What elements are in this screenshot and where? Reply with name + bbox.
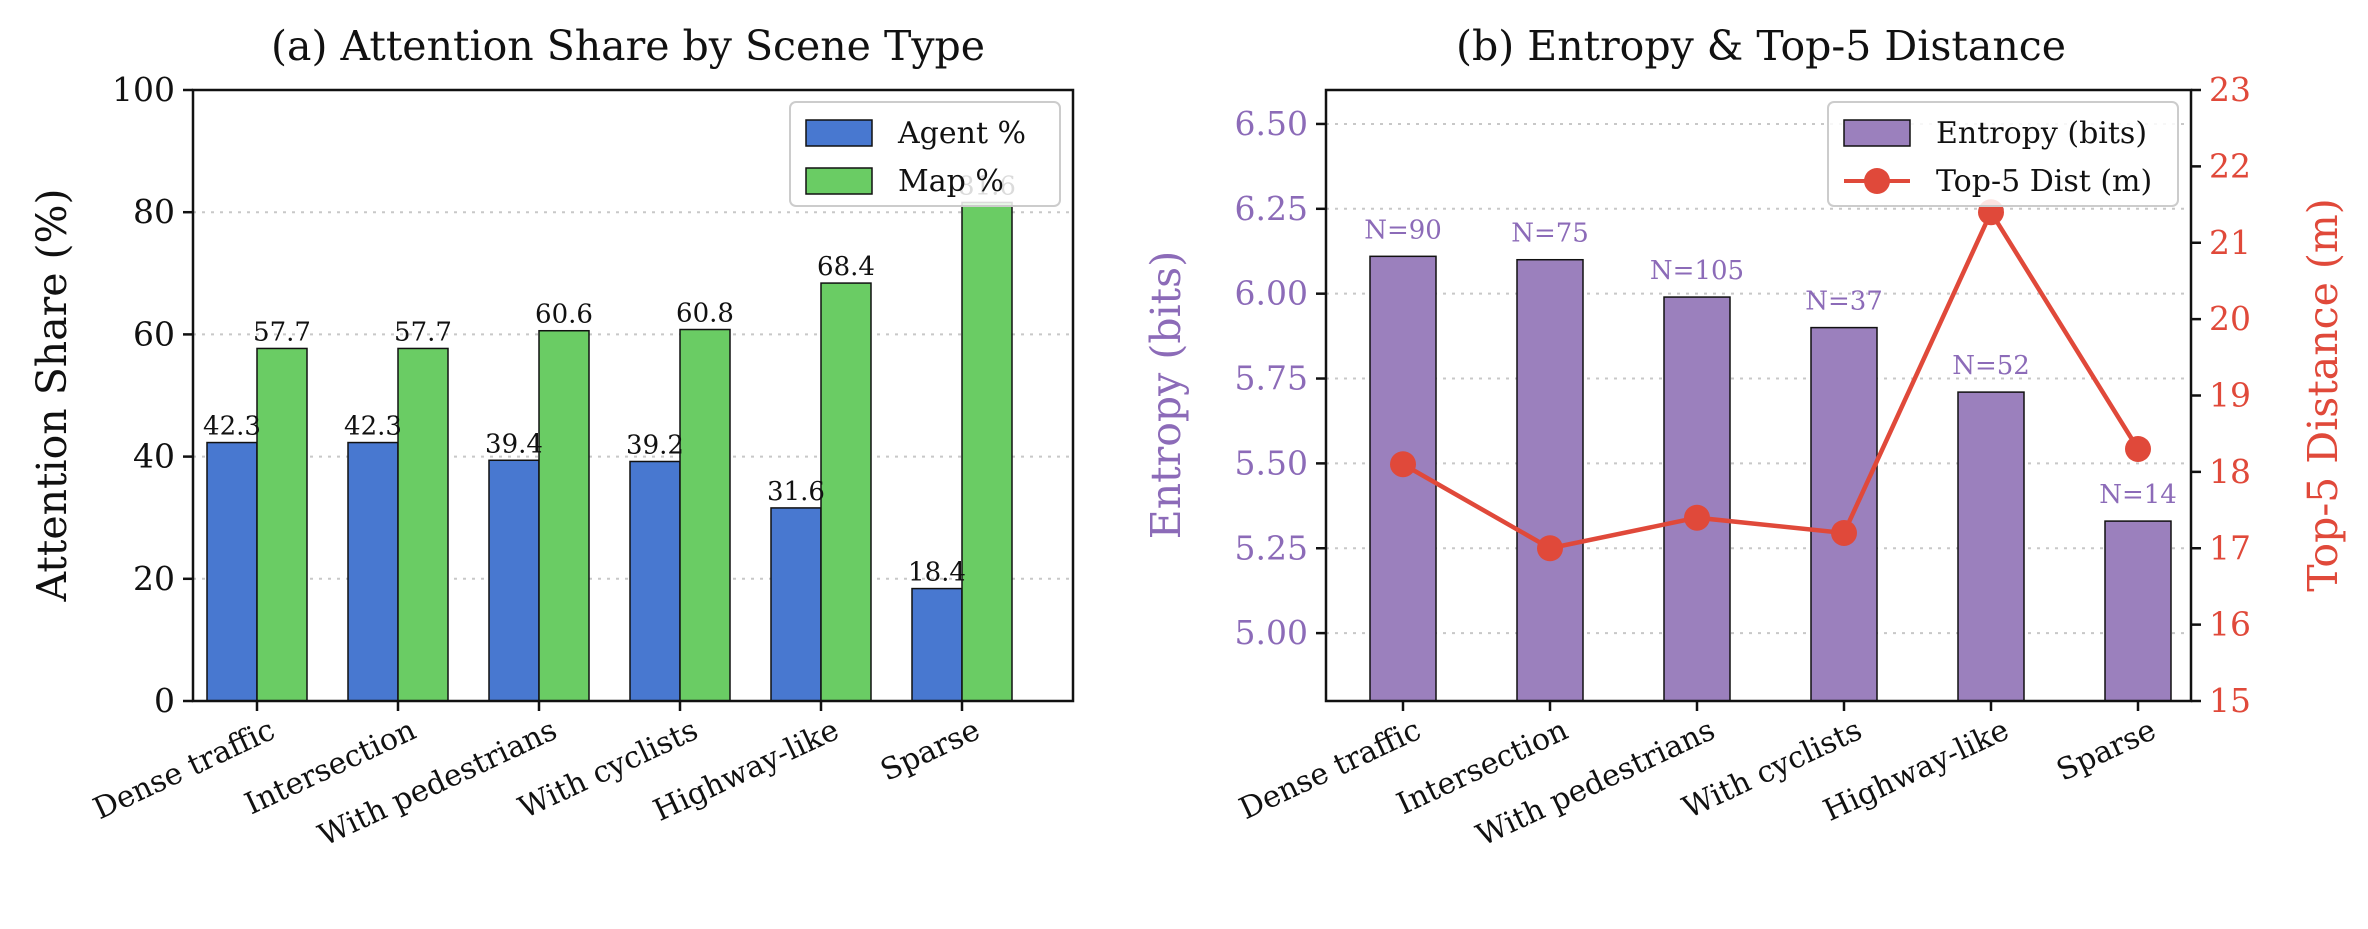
count-label-5: N=14 [2099,480,2177,510]
panel-b-x-tick-label: With pedestrians [1471,713,1720,854]
distance-point-1 [1537,535,1563,562]
panel-b-count-labels: N=90 N=75 N=105 N=37 N=52 N=14 [1364,215,2177,510]
panel-b-left-tick-label: 5.25 [1235,528,1308,567]
panel-b-right-tick-label: 22 [2209,146,2251,185]
distance-line [1401,207,2140,551]
panel-b-left-axis-label: Entropy (bits) [1142,251,1190,539]
panel-b-right-tick-label: 15 [2209,681,2251,720]
panel-b-title: (b) Entropy & Top-5 Distance [1456,22,2066,70]
legend-swatch-entropy [1843,119,1911,147]
panel-b-left-y-ticks: 5.00 5.25 5.50 5.75 6.00 6.25 6.50 [1235,104,1326,652]
bar-entropy-5 [2104,520,2172,702]
legend-label-entropy: Entropy (bits) [1936,116,2147,151]
label-agent-0: 42.3 [203,412,261,442]
panel-b-left-tick-label: 5.75 [1235,359,1308,398]
panel-a-gridlines [193,211,1073,580]
count-label-4: N=52 [1952,351,2030,381]
panel-b-left-tick-label: 6.25 [1235,189,1308,228]
label-map-2: 60.6 [535,300,593,330]
panel-b-right-tick-label: 21 [2209,223,2251,262]
panel-a-attention-share: (a) Attention Share by Scene Type 42.3 57… [28,22,1075,854]
distance-point-3 [1831,519,1857,546]
panel-b-right-y-ticks: 15 16 17 18 19 20 21 22 23 [2191,70,2251,720]
panel-b-left-tick-label: 6.50 [1235,104,1308,143]
label-map-4: 68.4 [817,252,875,282]
panel-a-bars [206,201,1013,702]
legend-marker-distance [1864,168,1890,194]
panel-b-left-tick-label: 5.50 [1235,443,1308,482]
panel-a-y-ticks: 0 20 40 60 80 100 [112,70,193,720]
panel-a-x-tick-label: Sparse [875,713,985,789]
bar-agent-5 [911,587,963,702]
bar-entropy-1 [1516,258,1584,702]
bar-map-5 [961,201,1013,702]
bar-agent-1 [347,441,399,702]
panel-a-title: (a) Attention Share by Scene Type [271,22,985,70]
label-agent-5: 18.4 [908,558,966,588]
bar-map-4 [820,282,872,702]
panel-b-right-tick-label: 19 [2209,376,2251,415]
distance-point-2 [1684,504,1710,531]
bar-agent-3 [629,460,681,702]
panel-b-x-tick-label: Sparse [2051,713,2161,789]
label-map-3: 60.8 [676,299,734,329]
panel-b-left-tick-label: 6.00 [1235,274,1308,313]
panel-b-right-tick-label: 18 [2209,452,2251,491]
bar-map-0 [256,347,308,702]
panel-b-distance-line [1390,199,2151,562]
bar-entropy-3 [1810,326,1878,702]
panel-a-frame [191,88,1075,703]
panel-b-x-tick-label: Dense traffic [1234,713,1426,827]
panel-b-right-tick-label: 17 [2209,528,2251,567]
panel-a-y-tick-label: 0 [154,681,175,720]
label-agent-4: 31.6 [767,477,825,507]
legend-swatch-agent [805,119,873,147]
count-label-2: N=105 [1650,256,1744,286]
panel-b-right-tick-label: 23 [2209,70,2251,109]
bar-entropy-4 [1957,391,2025,702]
bar-map-1 [397,347,449,702]
label-agent-3: 39.2 [626,430,684,460]
panel-a-x-tick-label: With pedestrians [313,713,562,854]
count-label-1: N=75 [1511,219,1589,249]
bar-agent-4 [770,507,822,702]
panel-a-y-tick-label: 40 [133,437,175,476]
count-label-3: N=37 [1805,287,1883,317]
panel-a-y-tick-label: 20 [133,559,175,598]
panel-b-bars [1369,255,2172,702]
panel-b-right-tick-label: 20 [2209,299,2251,338]
panel-b-left-tick-label: 5.00 [1235,613,1308,652]
panel-a-y-tick-label: 100 [112,70,175,109]
distance-point-0 [1390,451,1416,478]
panel-b-legend: Entropy (bits) Top-5 Dist (m) [1827,101,2179,207]
label-agent-1: 42.3 [344,412,402,442]
bar-entropy-2 [1663,296,1731,702]
panel-a-y-tick-label: 60 [133,314,175,353]
bar-map-3 [679,328,731,702]
label-map-1: 57.7 [394,317,452,347]
panel-b-right-axis-label: Top-5 Distance (m) [2299,198,2347,592]
bar-agent-0 [206,441,258,702]
legend-label-map: Map % [898,164,1004,199]
panel-b-entropy-distance: (b) Entropy & Top-5 Distance N=90 N=75 N=1… [1142,22,2347,854]
count-label-0: N=90 [1364,215,1442,245]
legend-label-agent: Agent % [897,116,1026,151]
legend-swatch-map [805,167,873,195]
label-map-0: 57.7 [253,317,311,347]
distance-point-5 [2125,435,2151,462]
panel-b-right-tick-label: 16 [2209,605,2251,644]
panel-a-y-axis-label: Attention Share (%) [28,188,76,602]
bar-agent-2 [488,459,540,702]
panel-b-legend-box [1827,101,2179,207]
bar-map-2 [538,329,590,702]
legend-label-distance: Top-5 Dist (m) [1936,164,2152,199]
panel-a-legend: Agent % Map % [789,101,1061,207]
panel-a-data-labels: 42.3 57.7 42.3 57.7 39.4 60.6 39.2 60.8 31.6 68.4… [203,171,1016,587]
panel-a-y-tick-label: 80 [133,192,175,231]
label-agent-2: 39.4 [485,429,543,459]
